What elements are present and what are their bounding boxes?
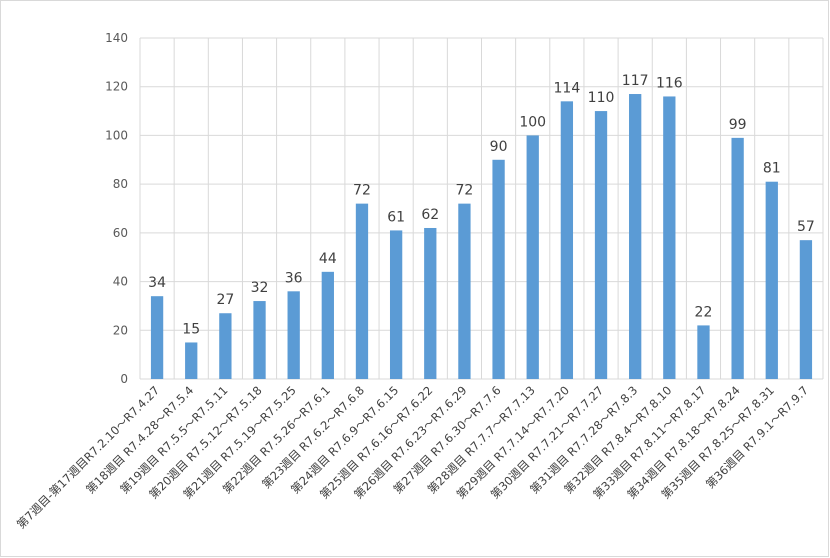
y-tick-label: 60 (113, 226, 128, 240)
data-label: 81 (763, 161, 781, 177)
bar (629, 94, 642, 380)
bar (424, 227, 437, 379)
bar (663, 96, 676, 379)
bar (185, 342, 198, 379)
bar (594, 111, 608, 380)
bar (697, 325, 710, 379)
y-tick-label: 40 (113, 275, 128, 289)
y-tick-label: 100 (105, 128, 128, 142)
data-label: 114 (554, 80, 581, 96)
bar (458, 203, 471, 379)
data-label: 61 (387, 209, 405, 225)
data-label: 110 (588, 90, 615, 106)
data-label: 57 (797, 219, 815, 235)
bar (492, 159, 505, 379)
data-label: 72 (456, 183, 474, 199)
y-tick-label: 140 (105, 31, 128, 45)
data-label: 32 (251, 280, 269, 296)
bar (799, 240, 813, 379)
data-label: 100 (519, 114, 546, 130)
bar (150, 296, 164, 379)
data-label: 90 (490, 139, 508, 155)
data-label: 22 (695, 304, 713, 320)
data-label: 27 (216, 292, 234, 308)
data-label: 36 (285, 270, 303, 286)
data-label: 62 (421, 207, 439, 223)
bar (526, 135, 539, 379)
data-label: 34 (148, 275, 166, 291)
bar (731, 137, 744, 379)
y-tick-label: 20 (113, 323, 128, 337)
y-tick-label: 80 (113, 177, 128, 191)
x-tick-label: 第7週目-第17週目R7.2.10～R7.4.27 (14, 383, 162, 531)
bar (355, 203, 369, 379)
y-tick-label: 120 (105, 80, 128, 94)
bar (321, 271, 334, 379)
data-label: 117 (622, 73, 649, 89)
y-tick-label: 0 (120, 372, 128, 386)
data-label: 99 (729, 117, 747, 133)
bar (219, 313, 232, 379)
data-label: 15 (182, 321, 200, 337)
bar (389, 230, 403, 379)
data-label: 44 (319, 251, 337, 267)
data-label: 72 (353, 183, 371, 199)
bar (253, 301, 266, 379)
data-label: 116 (656, 75, 683, 91)
bar (765, 181, 778, 379)
bar (287, 291, 300, 379)
bar (560, 101, 574, 379)
